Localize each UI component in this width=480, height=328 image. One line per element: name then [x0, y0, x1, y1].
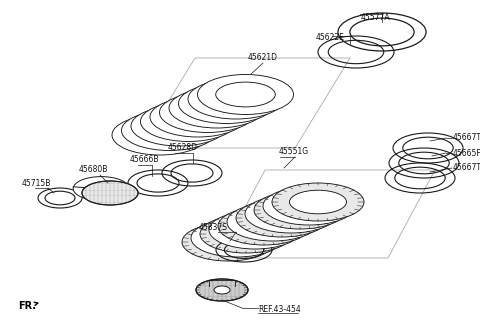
Text: 45715B: 45715B	[21, 179, 51, 189]
Ellipse shape	[289, 190, 347, 214]
Ellipse shape	[200, 215, 292, 253]
Text: 45551G: 45551G	[279, 148, 309, 156]
Ellipse shape	[227, 218, 284, 242]
Ellipse shape	[159, 92, 255, 133]
Ellipse shape	[245, 195, 337, 233]
Ellipse shape	[214, 286, 230, 294]
Ellipse shape	[196, 279, 248, 301]
Ellipse shape	[168, 105, 228, 130]
Text: 45621D: 45621D	[248, 52, 278, 62]
Text: 45622E: 45622E	[315, 32, 345, 42]
Ellipse shape	[216, 82, 275, 107]
Ellipse shape	[217, 222, 275, 246]
Ellipse shape	[149, 113, 209, 138]
Ellipse shape	[73, 176, 129, 201]
Text: REF.43-454: REF.43-454	[258, 305, 301, 315]
Ellipse shape	[112, 115, 208, 155]
Ellipse shape	[197, 91, 256, 116]
Ellipse shape	[131, 106, 227, 146]
Ellipse shape	[82, 181, 138, 205]
Ellipse shape	[159, 109, 218, 134]
Text: 45837S: 45837S	[199, 223, 228, 233]
Ellipse shape	[254, 191, 346, 229]
Ellipse shape	[280, 194, 337, 218]
Ellipse shape	[244, 210, 301, 234]
Ellipse shape	[121, 111, 217, 151]
Text: 45628D: 45628D	[168, 144, 198, 153]
Ellipse shape	[209, 211, 301, 249]
Ellipse shape	[206, 87, 266, 112]
Ellipse shape	[191, 219, 283, 257]
Ellipse shape	[208, 226, 265, 250]
Ellipse shape	[182, 223, 274, 261]
Text: 45577A: 45577A	[360, 12, 390, 22]
Ellipse shape	[200, 230, 256, 254]
Ellipse shape	[187, 95, 247, 120]
Ellipse shape	[150, 97, 246, 137]
Ellipse shape	[272, 183, 364, 221]
Ellipse shape	[227, 203, 319, 241]
Ellipse shape	[236, 214, 292, 238]
Ellipse shape	[253, 206, 311, 230]
Text: 45665F: 45665F	[453, 149, 480, 157]
Ellipse shape	[140, 118, 199, 143]
Text: 45680B: 45680B	[78, 166, 108, 174]
Ellipse shape	[263, 202, 320, 226]
Ellipse shape	[272, 198, 328, 222]
Ellipse shape	[197, 74, 293, 114]
Ellipse shape	[179, 84, 275, 124]
Ellipse shape	[141, 101, 237, 141]
Ellipse shape	[178, 100, 237, 125]
Text: 45666B: 45666B	[129, 155, 159, 165]
Ellipse shape	[218, 207, 310, 245]
Ellipse shape	[130, 123, 190, 147]
Ellipse shape	[236, 199, 328, 237]
Text: FR.: FR.	[18, 301, 36, 311]
Ellipse shape	[169, 88, 265, 128]
Text: 45667T: 45667T	[453, 133, 480, 142]
Text: 45667T: 45667T	[453, 163, 480, 173]
Ellipse shape	[263, 187, 355, 225]
Ellipse shape	[188, 79, 284, 119]
